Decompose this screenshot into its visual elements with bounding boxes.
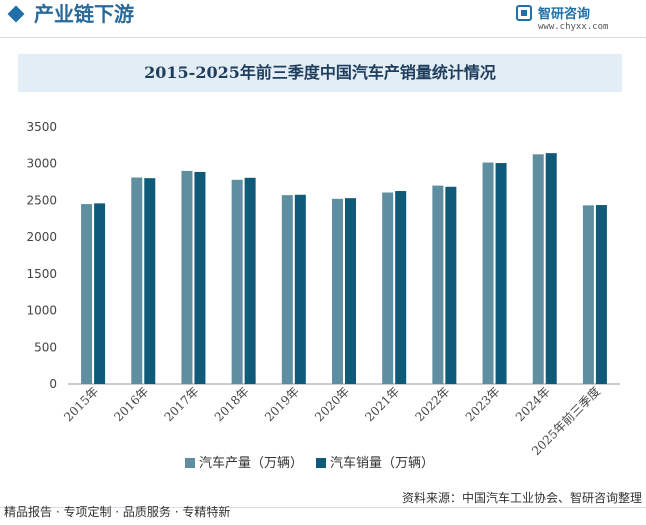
legend-label-production: 汽车产量（万辆） [199,455,303,471]
bar-production [482,162,494,384]
data-source: 资料来源：中国汽车工业协会、智研咨询整理 [401,491,642,505]
bar-sales [94,203,106,384]
logo-icon [516,5,532,21]
y-tick-label: 3000 [26,157,57,171]
y-tick-label: 2500 [26,193,57,207]
bar-sales [445,186,457,384]
x-tick-label: 2015年 [61,384,101,424]
bar-production [332,198,343,384]
bar-production [432,185,444,384]
y-tick-label: 1500 [26,267,57,281]
x-tick-label: 2022年 [413,384,453,424]
bar-sales [194,171,206,384]
bar-production [81,204,93,384]
page-header: 产业链下游 智研咨询 www.chyxx.com [0,0,646,36]
logo-url: www.chyxx.com [538,22,609,32]
bar-sales [345,198,356,384]
legend-swatch-sales [316,458,326,468]
x-tick-label: 2021年 [362,384,402,424]
x-tick-label: 2016年 [111,384,151,424]
bar-sales [545,153,557,384]
y-tick-label: 500 [34,340,57,354]
y-tick-label: 3500 [26,120,57,134]
bar-sales [244,177,256,384]
x-tick-label: 2020年 [312,384,352,424]
bar-production [532,154,544,384]
bar-sales [294,194,306,384]
bar-chart: 0 500 1000 1500 2000 2500 3000 3500 2015年 2016年 20… [26,120,620,471]
bar-sales [395,191,407,384]
y-tick-label: 2000 [26,230,57,244]
section-title: 产业链下游 [34,2,134,26]
legend-swatch-production [185,458,195,468]
bar-production [281,195,293,384]
bar-production [382,192,394,384]
brand-logo: 智研咨询 www.chyxx.com [516,3,636,37]
footer-services: 精品报告 · 专项定制 · 品质服务 · 专精特新 [4,505,231,519]
page-footer: 精品报告 · 专项定制 · 品质服务 · 专精特新 资料来源：中国汽车工业协会、… [0,491,646,525]
legend-label-sales: 汽车销量（万辆） [330,455,434,471]
bar-production [181,170,193,384]
bar-sales [595,205,607,384]
footer-divider [0,507,646,508]
chart-title-banner: 2015-2025年前三季度中国汽车产销量统计情况 [18,54,622,92]
bar-production [582,205,594,384]
y-tick-label: 1000 [26,304,57,318]
bar-sales [144,178,156,384]
x-tick-label: 2019年 [262,384,302,424]
bar-sales [495,163,507,384]
x-tick-label: 2024年 [513,384,553,424]
bar-production [131,177,143,384]
x-tick-label: 2018年 [212,384,252,424]
header-divider [0,37,646,38]
logo-name: 智研咨询 [538,7,591,22]
y-tick-label: 0 [49,377,57,391]
x-tick-label: 2023年 [463,384,503,424]
chart-title: 2015-2025年前三季度中国汽车产销量统计情况 [144,63,496,82]
bar-production [231,179,243,384]
x-tick-label: 2017年 [162,384,202,424]
